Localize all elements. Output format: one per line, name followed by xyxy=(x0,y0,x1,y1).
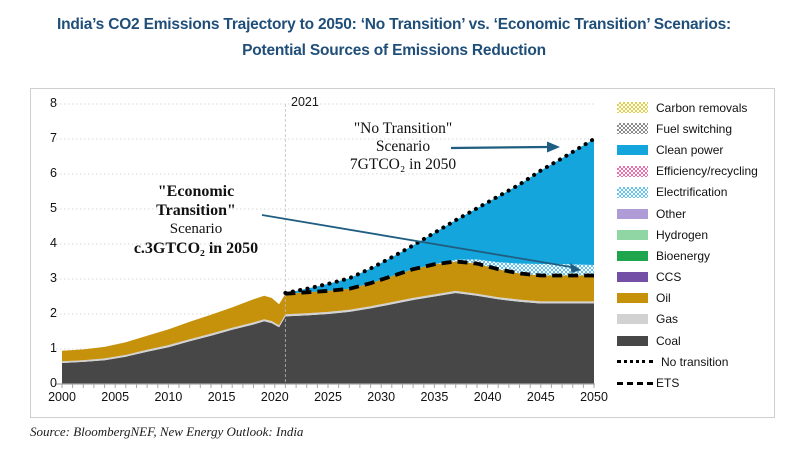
other-swatch xyxy=(617,208,648,219)
legend-item-gas: Gas xyxy=(617,309,775,330)
source-text: Source: BloombergNEF, New Energy Outlook… xyxy=(30,424,304,439)
y-tick-label-4: 4 xyxy=(50,236,57,250)
no-transition-line xyxy=(283,137,596,295)
economic-transition-annotation-line3: Scenario xyxy=(169,221,223,237)
carbon-removals-swatch xyxy=(617,102,648,114)
y-tick-label-2: 2 xyxy=(50,306,57,320)
no-transition-swatch xyxy=(617,360,653,364)
chart-title-line2: Potential Sources of Emissions Reduction xyxy=(242,42,546,59)
chart-title-line1: India’s CO2 Emissions Trajectory to 2050… xyxy=(56,16,732,33)
chart-panel: 0 1 2 3 4 5 6 7 8 2000 2005 2010 2015 2020 2025 2030 203… xyxy=(30,88,775,418)
x-tick-label-2045: 2045 xyxy=(526,390,555,404)
coal-swatch xyxy=(617,335,648,346)
hydrogen-swatch xyxy=(617,229,648,240)
legend-label-ets: ETS xyxy=(656,376,680,391)
legend-label-efficiency-recycling: Efficiency/recycling xyxy=(656,164,758,179)
y-tick-label-8: 8 xyxy=(50,96,57,110)
x-tick-label-2015: 2015 xyxy=(207,390,236,404)
x-tick-label-2005: 2005 xyxy=(101,390,130,404)
clean-power-swatch xyxy=(617,144,648,155)
x-tick-label-2025: 2025 xyxy=(314,390,342,404)
legend-item-hydrogen: Hydrogen xyxy=(617,224,775,245)
legend-label-clean-power: Clean power xyxy=(656,142,724,157)
ets-line xyxy=(285,259,594,296)
legend-label-no-transition: No transition xyxy=(661,354,729,369)
oil-swatch xyxy=(617,293,648,304)
efficiency-recycling-swatch xyxy=(617,165,648,177)
no-transition-annotation: "No Transition" Scenario 7GTCO₂ in 2050 xyxy=(303,120,503,174)
x-tick-label-2035: 2035 xyxy=(420,390,449,404)
economic-transition-annotation-line1: "Economic xyxy=(157,183,235,200)
legend-label-electrification: Electrification xyxy=(656,185,728,200)
legend-item-fuel-switching: Fuel switching xyxy=(617,118,775,139)
gas-swatch xyxy=(617,314,648,325)
oil-area xyxy=(62,261,594,362)
electrification-swatch xyxy=(617,186,648,198)
legend-item-bioenergy: Bioenergy xyxy=(617,245,775,266)
coal-area xyxy=(62,293,594,384)
economic-transition-annotation-line4: c.3GTCO₂ in 2050 xyxy=(133,240,259,257)
legend-item-ccs: CCS xyxy=(617,267,775,288)
y-tick-label-1: 1 xyxy=(50,341,57,355)
year-2021-label: 2021 xyxy=(291,95,319,109)
x-tick-label-2020: 2020 xyxy=(260,390,289,404)
no-transition-annotation-line1: "No Transition" xyxy=(353,120,453,137)
no-transition-arrow xyxy=(450,141,560,153)
y-tick-label-7: 7 xyxy=(50,131,57,145)
x-axis-ticks xyxy=(61,384,595,388)
legend-label-carbon-removals: Carbon removals xyxy=(656,100,748,115)
x-tick-label-2050: 2050 xyxy=(580,390,608,404)
legend-label-coal: Coal xyxy=(656,333,681,348)
legend-item-other: Other xyxy=(617,203,775,224)
legend-item-carbon-removals: Carbon removals xyxy=(617,97,775,118)
legend-item-clean-power: Clean power xyxy=(617,139,775,160)
x-tick-label-2030: 2030 xyxy=(367,390,396,404)
fuel-switching-swatch xyxy=(617,123,648,135)
economic-transition-annotation-line2: Transition" xyxy=(156,202,236,219)
legend-label-ccs: CCS xyxy=(656,270,682,285)
emissions-area-chart xyxy=(56,103,596,388)
legend-label-bioenergy: Bioenergy xyxy=(656,248,711,263)
legend-label-other: Other xyxy=(656,206,687,221)
no-transition-annotation-line2: Scenario xyxy=(375,138,431,155)
economic-transition-annotation: "Economic Transition" Scenario c.3GTCO₂ … xyxy=(109,182,283,258)
y-tick-label-5: 5 xyxy=(50,201,57,215)
y-tick-label-3: 3 xyxy=(50,271,57,285)
x-tick-label-2000: 2000 xyxy=(48,390,76,404)
legend-item-efficiency-recycling: Efficiency/recycling xyxy=(617,161,775,182)
legend-label-fuel-switching: Fuel switching xyxy=(656,121,733,136)
legend-label-oil: Oil xyxy=(656,291,671,306)
x-tick-label-2040: 2040 xyxy=(473,390,502,404)
no-transition-annotation-line3: 7GTCO₂ in 2050 xyxy=(349,156,457,173)
ccs-swatch xyxy=(617,272,648,283)
legend: Carbon removals Fuel switching Clean power… xyxy=(617,97,775,394)
chart-title: India’s CO2 Emissions Trajectory to 2050… xyxy=(0,12,788,64)
legend-label-hydrogen: Hydrogen xyxy=(656,227,709,242)
legend-item-ets: ETS xyxy=(617,372,775,393)
legend-item-coal: Coal xyxy=(617,330,775,351)
legend-item-no-transition: No transition xyxy=(617,351,775,372)
x-tick-label-2010: 2010 xyxy=(154,390,183,404)
economic-transition-pointer-line xyxy=(261,214,581,273)
bioenergy-swatch xyxy=(617,250,648,261)
electrification-area xyxy=(434,259,594,276)
y-tick-label-6: 6 xyxy=(50,166,57,180)
legend-label-gas: Gas xyxy=(656,312,679,327)
y-tick-label-0: 0 xyxy=(50,376,57,390)
clean-power-area xyxy=(285,139,594,294)
ets-swatch xyxy=(617,381,653,385)
legend-item-electrification: Electrification xyxy=(617,182,775,203)
legend-item-oil: Oil xyxy=(617,288,775,309)
